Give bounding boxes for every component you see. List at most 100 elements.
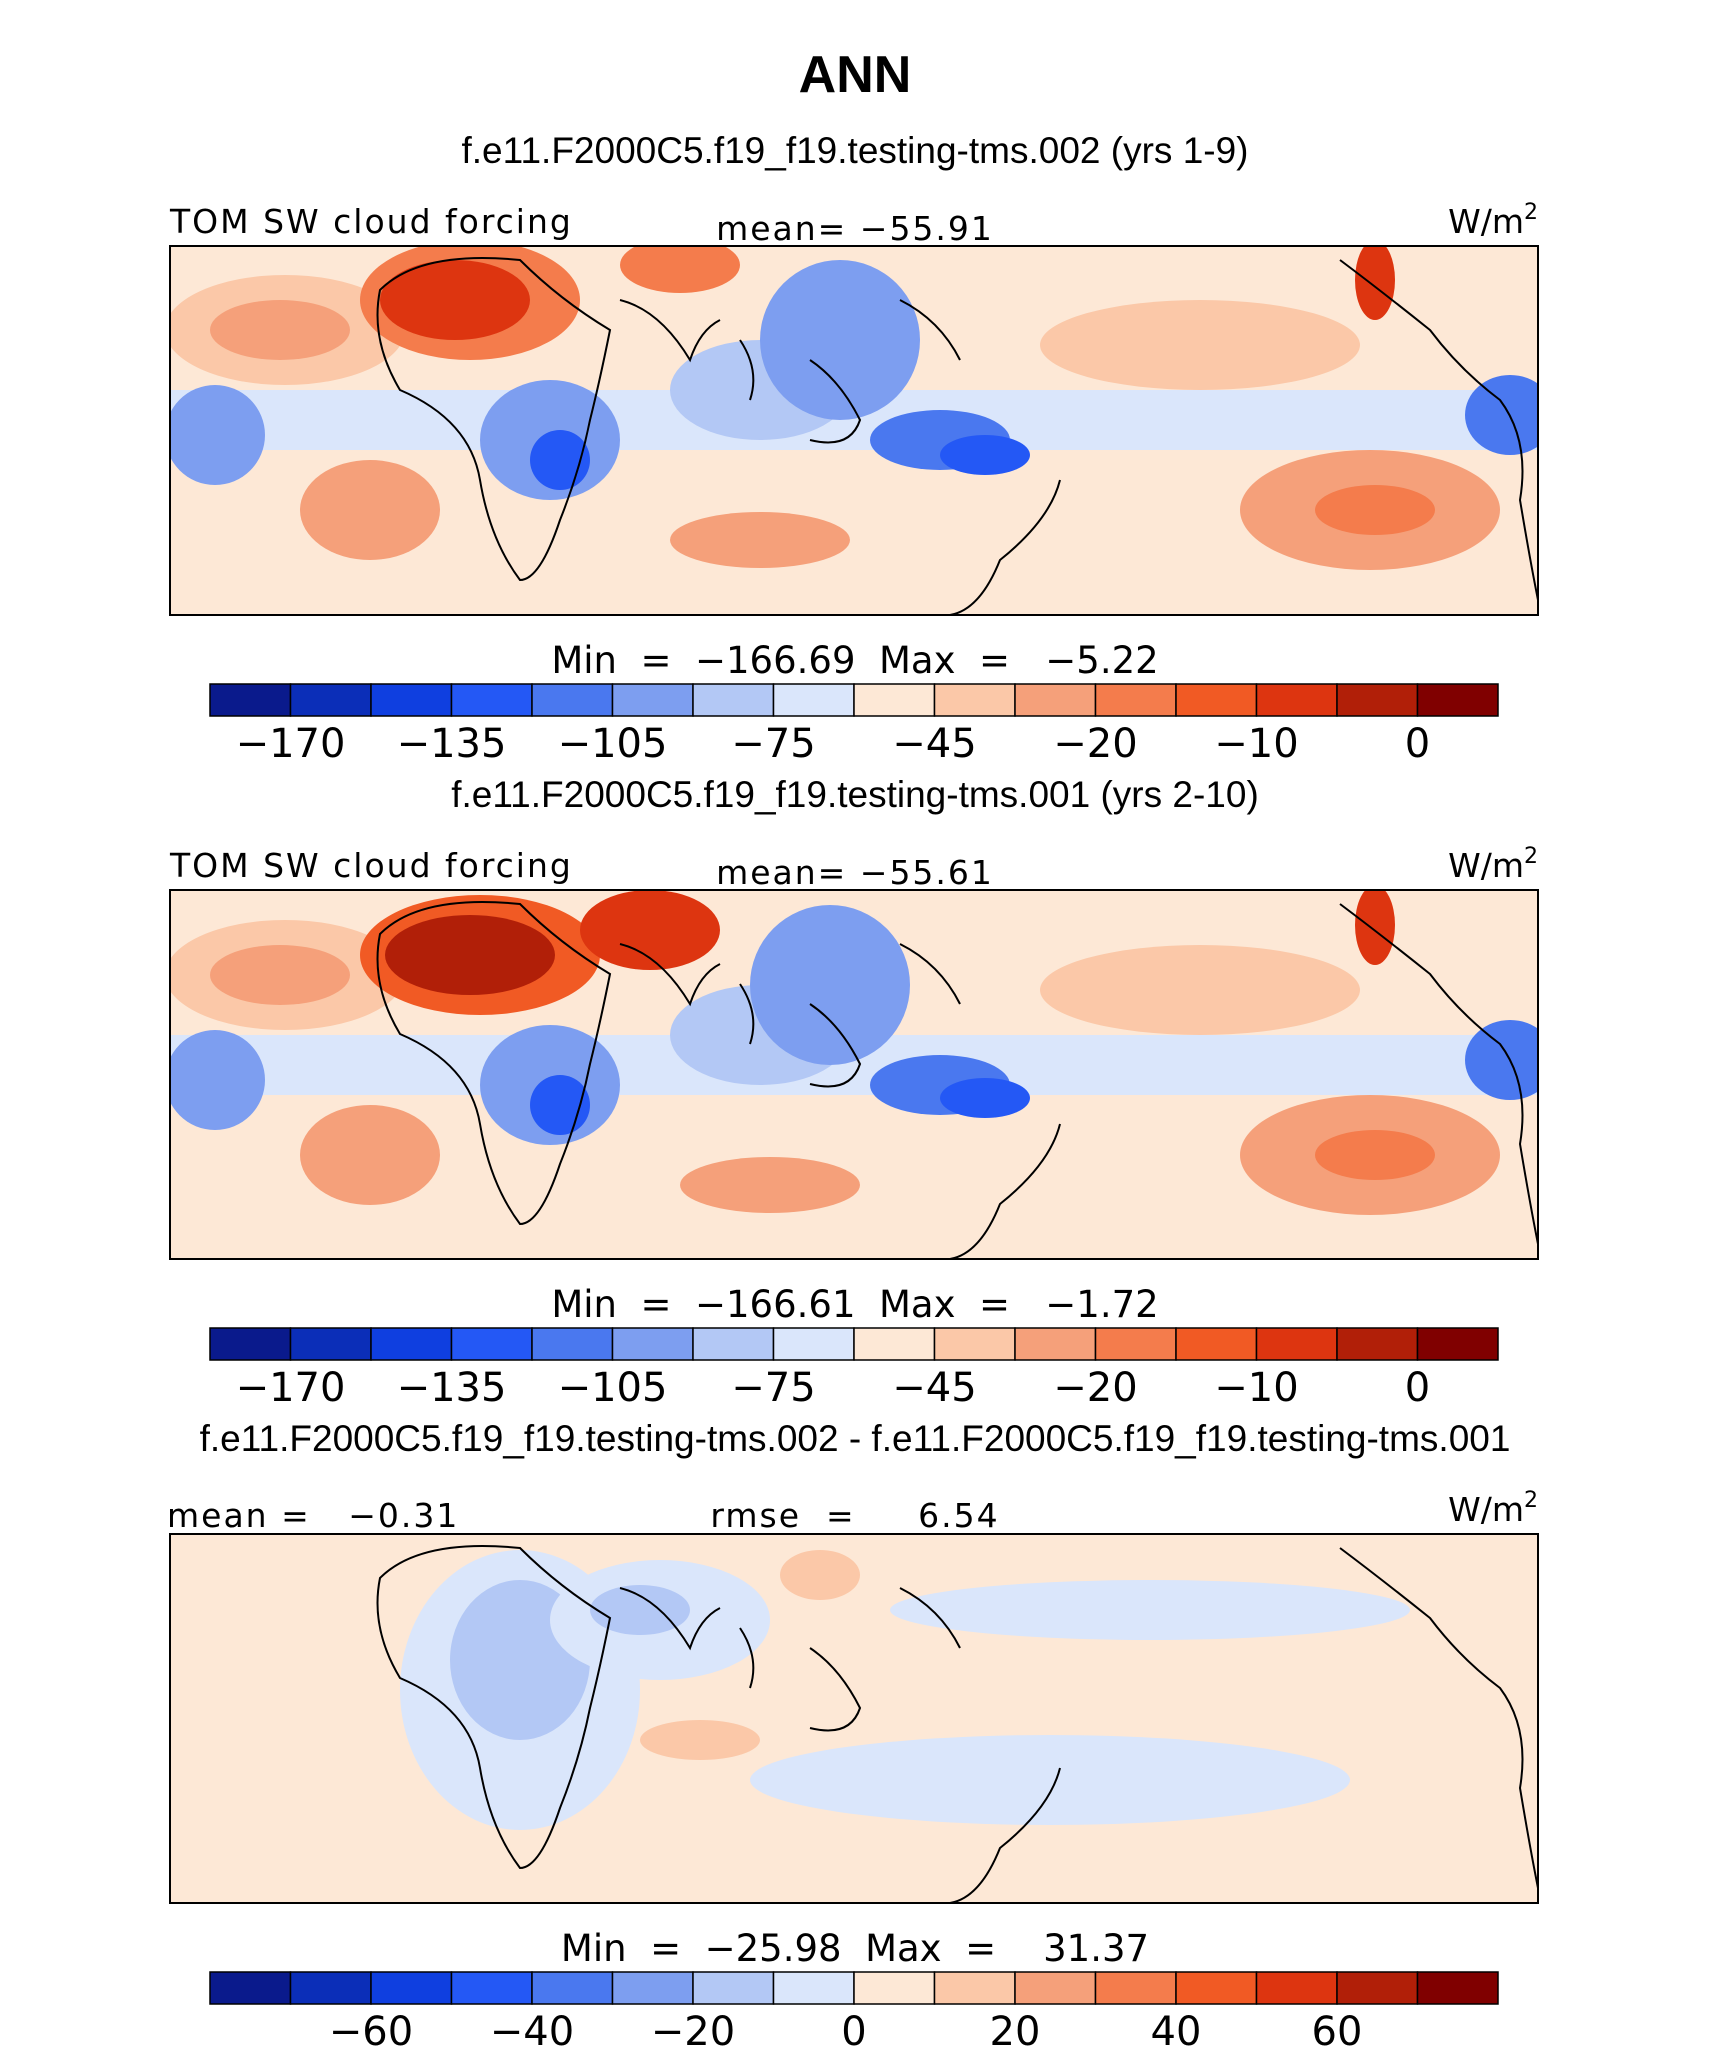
panel-ref-colorbar-box-6 [692,1327,775,1361]
panel-diff-colorbar-tick-label-1: −40 [490,2009,574,2055]
panel-ref-colorbar-box-1 [289,1327,372,1361]
panel-ref-mean-label: mean= −55.61 [716,853,994,892]
panel-ref-coastline [376,901,1538,1259]
panel-diff-colorbar-tick-label-6: 60 [1312,2009,1363,2055]
panel-ref-colorbar-box-4 [531,1327,614,1361]
panel-diff-colorbar-box-14 [1336,1971,1419,2005]
panel-test-variable-label: TOM SW cloud forcing [169,202,573,241]
panel-test-colorbar-box-2 [370,683,453,717]
panel-diff-minmax-label: Min = −25.98 Max = 31.37 [561,1927,1149,1970]
panel-test-blob-np-east [1040,300,1360,390]
panel-diff-colorbar-tick-label-4: 20 [990,2009,1041,2055]
panel-ref-blob-seasia [750,905,910,1065]
panel-ref-colorbar-tick-label-2: −105 [558,1365,668,1411]
panel-test-map [170,246,1538,615]
panel-test-minmax-label: Min = −166.69 Max = −5.22 [551,639,1158,682]
panel-test-colorbar-box-7 [772,683,855,717]
panel-ref-variable-label: TOM SW cloud forcing [169,846,573,885]
panel-ref-colorbar-box-13 [1255,1327,1338,1361]
panel-diff-blob-pacific-band [890,1580,1410,1640]
panel-diff-colorbar-box-1 [289,1971,372,2005]
panel-test-colorbar-labels: −170 −135 −105 −75 −45 −20 −10 0 [236,721,1431,767]
panel-diff-colorbar-labels: −60 −40 −20 0 20 40 60 [329,2009,1363,2055]
panel-ref-colorbar-tick-label-0: −170 [236,1365,346,1411]
panel-diff-colorbar-box-7 [772,1971,855,2005]
panel-test-colorbar-box-0 [209,683,292,717]
panel-diff-blob-tropics [750,1735,1350,1825]
panel-ref-colorbar-box-3 [450,1327,533,1361]
panel-test-colorbar-box-12 [1175,683,1258,717]
panel-ref-map-frame [169,889,1539,1260]
panel-ref-blob-newguinea [940,1078,1030,1118]
panel-ref-colorbar-box-5 [611,1327,694,1361]
panel-test-colorbar-box-5 [611,683,694,717]
panel-ref-colorbar-tick-label-5: −20 [1053,1365,1137,1411]
panel-ref-blob-panama [1465,1020,1538,1100]
panel-ref-colorbar-tick-label-7: 0 [1405,1365,1430,1411]
panel-ref-case-title: f.e11.F2000C5.f19_f19.testing-tms.001 (y… [451,774,1259,815]
panel-ref-colorbar-box-2 [370,1327,453,1361]
panel-test-blob-sindian [670,512,850,568]
panel-ref-map [170,890,1538,1259]
panel-ref-blob-sindian [680,1157,860,1213]
panel-diff-rmse-label: rmse = 6.54 [710,1496,999,1535]
panel-test-colorbar-box-3 [450,683,533,717]
panel-diff-map [170,1534,1538,1903]
panel-diff-colorbar-box-4 [531,1971,614,2005]
figure-title: ANN [799,46,912,104]
panel-ref-blob-amazon [170,1030,265,1130]
panel-ref-colorbar [209,1327,1499,1361]
panel-ref-colorbar-box-7 [772,1327,855,1361]
panel-test-blob-satl [300,460,440,560]
panel-test-coastline [376,257,1538,615]
panel-test-colorbar-tick-label-6: −10 [1214,721,1298,767]
panel-diff-colorbar-box-9 [933,1971,1016,2005]
panel-diff-colorbar-tick-label-3: 0 [841,2009,866,2055]
panel-test-blob-baja [1355,246,1395,320]
panel-test-blob-arabia [620,246,740,293]
panel-test-blob-amazon [170,385,265,485]
panel-diff-case-title: f.e11.F2000C5.f19_f19.testing-tms.002 - … [200,1418,1511,1459]
panel-ref-colorbar-box-8 [853,1327,936,1361]
panel-ref-colorbar-box-0 [209,1327,292,1361]
panel-ref-blob-sahara-core [385,915,555,995]
panel-diff-colorbar-box-12 [1175,1971,1258,2005]
panel-test-units-label: W/m2 [1448,200,1538,241]
panel-diff-colorbar-box-13 [1255,1971,1338,2005]
panel-diff-colorbar-tick-label-2: −20 [651,2009,735,2055]
panel-test-colorbar-tick-label-1: −135 [397,721,507,767]
panel-test-blob-atl-nw-core [210,300,350,360]
panel-test-colorbar [209,683,1499,717]
panel-ref-blob-arabia [580,890,720,970]
panel-test-colorbar-tick-label-5: −20 [1053,721,1137,767]
panel-diff-colorbar-box-10 [1014,1971,1097,2005]
panel-test-colorbar-box-4 [531,683,614,717]
panel-ref-minmax-label: Min = −166.61 Max = −1.72 [551,1283,1158,1326]
panel-diff-colorbar [209,1971,1499,2005]
panel-ref-blob-baja [1355,890,1395,965]
panel-test-colorbar-box-1 [289,683,372,717]
panel-test-colorbar-tick-label-3: −75 [731,721,815,767]
panel-test-colorbar-tick-label-7: 0 [1405,721,1430,767]
panel-test-colorbar-tick-label-4: −45 [892,721,976,767]
panel-diff-colorbar-box-8 [853,1971,936,2005]
panel-diff-units-label: W/m2 [1448,1488,1538,1529]
panel-test-colorbar-box-10 [1014,683,1097,717]
panel-ref-colorbar-box-10 [1014,1327,1097,1361]
panel-test-blob-panama [1465,375,1538,455]
panel-ref-colorbar-box-11 [1094,1327,1177,1361]
panel-ref-colorbar-labels: −170 −135 −105 −75 −45 −20 −10 0 [236,1365,1431,1411]
panel-diff-colorbar-box-5 [611,1971,694,2005]
panel-diff-map-frame [169,1533,1539,1904]
panel-diff-blob-china [780,1550,860,1600]
panel-ref-blob-satl [300,1105,440,1205]
panel-test-colorbar-box-13 [1255,683,1338,717]
panel-ref-blob-np-east [1040,945,1360,1035]
panel-ref-colorbar-tick-label-4: −45 [892,1365,976,1411]
panel-ref-colorbar-box-15 [1416,1327,1499,1361]
panel-test-case-title: f.e11.F2000C5.f19_f19.testing-tms.002 (y… [462,130,1249,171]
panel-diff-blob-sindian [640,1720,760,1760]
panel-test: f.e11.F2000C5.f19_f19.testing-tms.002 (y… [169,130,1539,767]
panel-diff-coastline [376,1545,1538,1903]
panel-ref-colorbar-tick-label-1: −135 [397,1365,507,1411]
